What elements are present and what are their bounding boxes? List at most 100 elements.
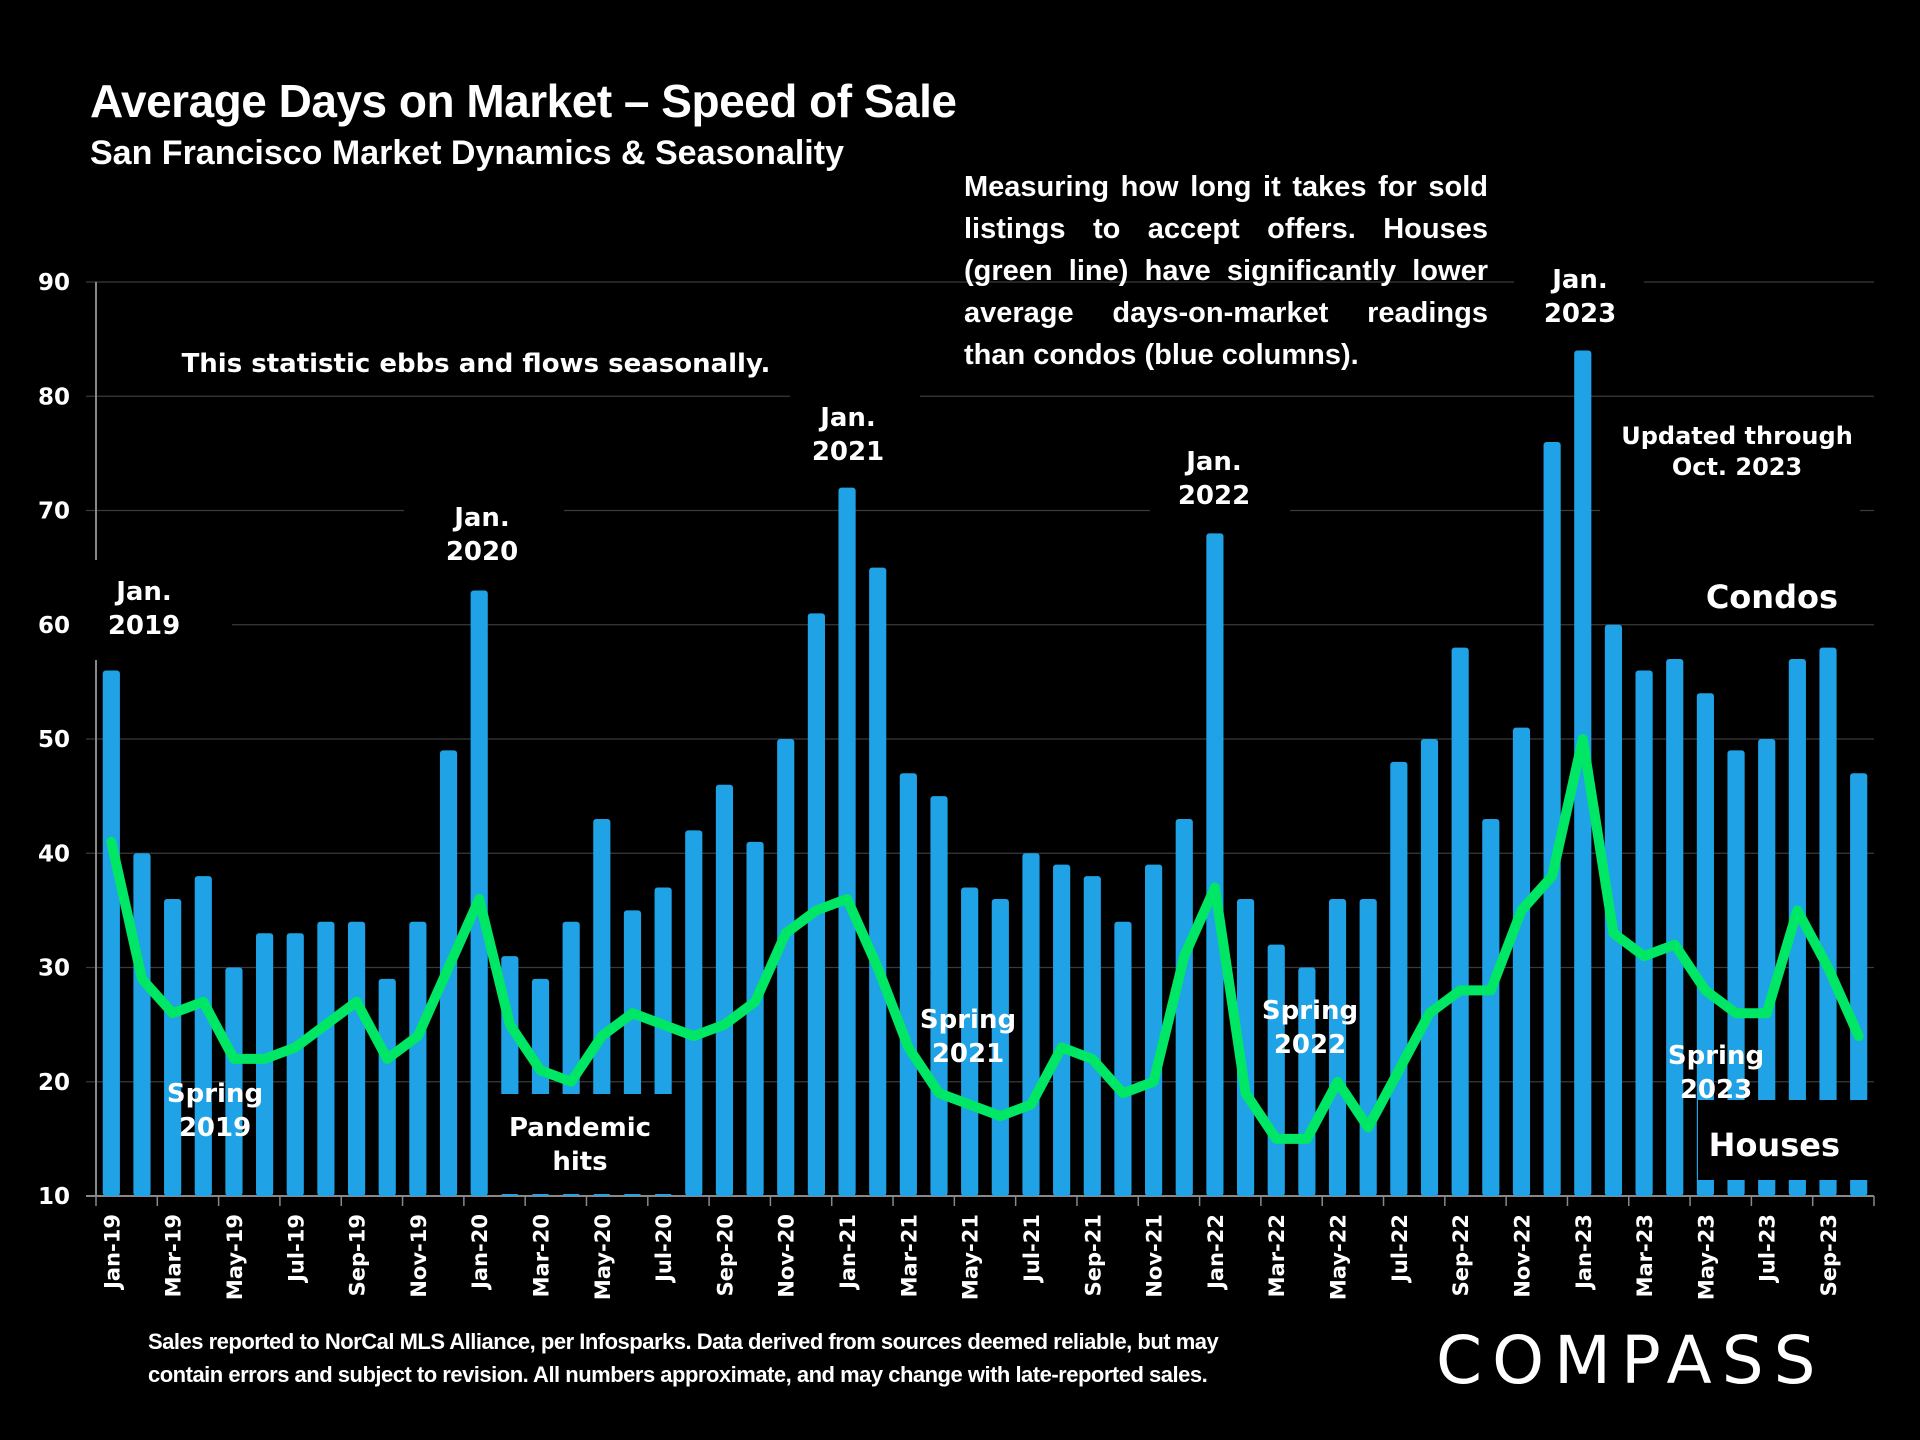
condo-bar bbox=[1236, 898, 1255, 1196]
annotation-background bbox=[1698, 1100, 1873, 1180]
y-tick-label: 30 bbox=[38, 956, 70, 982]
x-tick-label: Mar-21 bbox=[897, 1214, 921, 1297]
condo-bar bbox=[1819, 647, 1837, 1196]
x-tick-label: Sep-20 bbox=[713, 1214, 737, 1296]
annotation-label: Spring bbox=[920, 1005, 1016, 1035]
condo-bar bbox=[1482, 818, 1500, 1196]
condo-bar bbox=[1359, 898, 1377, 1196]
x-tick-label: Jul-20 bbox=[652, 1214, 676, 1284]
x-tick-label: May-23 bbox=[1694, 1214, 1718, 1300]
y-tick-label: 10 bbox=[38, 1184, 70, 1210]
annotation-label: Jan. bbox=[114, 577, 172, 607]
annotation-label: 2022 bbox=[1178, 481, 1250, 511]
x-tick-label: Nov-21 bbox=[1143, 1214, 1167, 1298]
x-tick-label: Jan-23 bbox=[1572, 1214, 1596, 1291]
condo-bar bbox=[1053, 864, 1071, 1196]
condo-bar bbox=[194, 876, 212, 1196]
condo-bar bbox=[1635, 670, 1653, 1196]
annotation-label: 2022 bbox=[1274, 1030, 1346, 1060]
x-tick-label: Mar-23 bbox=[1633, 1214, 1657, 1297]
annotation-background bbox=[190, 330, 780, 395]
x-tick-label: May-20 bbox=[591, 1214, 615, 1300]
condo-bar bbox=[1022, 853, 1040, 1196]
annotation-label: This statistic ebbs and flows seasonally… bbox=[182, 349, 771, 379]
y-tick-label: 60 bbox=[38, 613, 70, 639]
annotation-label: Spring bbox=[167, 1079, 263, 1109]
y-tick-label: 70 bbox=[38, 499, 70, 525]
annotation-label: Pandemic bbox=[509, 1113, 651, 1143]
x-tick-label: Jan-20 bbox=[468, 1214, 492, 1291]
condo-bar bbox=[409, 921, 427, 1196]
annotation-label: Jan. bbox=[452, 503, 510, 533]
x-tick-label: Jan-21 bbox=[836, 1214, 860, 1291]
annotation-label: 2021 bbox=[932, 1039, 1004, 1069]
x-tick-label: Sep-23 bbox=[1817, 1214, 1841, 1296]
annotation-label: Oct. 2023 bbox=[1672, 453, 1802, 481]
condo-bar bbox=[256, 933, 274, 1196]
condo-bar bbox=[777, 739, 795, 1196]
condo-bar bbox=[347, 921, 366, 1196]
annotation-label: Spring bbox=[1262, 996, 1358, 1026]
footer-line-1: Sales reported to NorCal MLS Alliance, p… bbox=[148, 1329, 1219, 1354]
annotation-label: 2019 bbox=[179, 1113, 251, 1143]
annotation-label: 2020 bbox=[446, 537, 518, 567]
y-tick-label: 20 bbox=[38, 1070, 70, 1096]
annotation-label: Spring bbox=[1668, 1041, 1764, 1071]
axes bbox=[95, 282, 1875, 1206]
annotation-background bbox=[404, 500, 564, 590]
annotation-label: 2023 bbox=[1544, 299, 1616, 329]
annotation-background bbox=[490, 1094, 680, 1194]
condo-bar bbox=[378, 978, 396, 1196]
compass-logo: COMPASS bbox=[1436, 1322, 1826, 1399]
x-tick-label: Nov-19 bbox=[407, 1214, 431, 1298]
x-tick-label: Jul-21 bbox=[1020, 1214, 1044, 1284]
houses-line bbox=[106, 734, 1864, 1144]
y-tick-labels: 10 20 30 40 50 60 70 80 90 bbox=[38, 270, 70, 1210]
condo-bar bbox=[1420, 739, 1439, 1196]
condo-bar bbox=[1083, 876, 1101, 1196]
condo-bar bbox=[869, 567, 887, 1196]
annotation-label: 2023 bbox=[1680, 1075, 1752, 1105]
condo-bar bbox=[1451, 647, 1469, 1196]
chart-subtitle: San Francisco Market Dynamics & Seasonal… bbox=[90, 134, 844, 172]
x-tick-label: Sep-21 bbox=[1081, 1214, 1105, 1296]
annotations: This statistic ebbs and flows seasonally… bbox=[108, 265, 1853, 1177]
x-tick-label: Jan-19 bbox=[100, 1214, 124, 1291]
annotation-background bbox=[82, 560, 232, 660]
chart-title: Average Days on Market – Speed of Sale bbox=[90, 75, 957, 127]
condo-bar bbox=[1114, 921, 1132, 1196]
x-tick-label: Jul-23 bbox=[1756, 1214, 1780, 1284]
condo-bar bbox=[1175, 818, 1193, 1196]
annotation-label: Jan. bbox=[1184, 447, 1242, 477]
annotation-label: Jan. bbox=[818, 403, 876, 433]
description-text: Measuring how long it takes for sold lis… bbox=[964, 171, 1488, 371]
condo-bar bbox=[1206, 533, 1224, 1196]
x-tick-label: May-19 bbox=[223, 1214, 247, 1300]
condo-bar bbox=[1727, 750, 1745, 1196]
annotation-background bbox=[790, 370, 920, 480]
condo-bar bbox=[1574, 350, 1592, 1196]
annotation-backgrounds bbox=[82, 255, 1873, 1194]
footer-disclaimer: Sales reported to NorCal MLS Alliance, p… bbox=[148, 1325, 1219, 1391]
condo-bar bbox=[317, 921, 335, 1196]
condo-bar bbox=[1850, 773, 1868, 1196]
annotation-label: hits bbox=[552, 1147, 607, 1177]
condo-bar bbox=[1267, 944, 1285, 1196]
condo-bar bbox=[899, 773, 917, 1196]
condo-bar bbox=[470, 590, 488, 1196]
y-tick-label: 80 bbox=[38, 384, 70, 410]
annotation-background bbox=[1150, 425, 1290, 530]
condo-bar bbox=[991, 898, 1009, 1196]
condo-bar bbox=[1390, 761, 1408, 1196]
condo-bar bbox=[1328, 898, 1347, 1196]
condo-bar bbox=[961, 887, 979, 1196]
condo-bar bbox=[1696, 693, 1714, 1196]
condo-bar bbox=[1145, 864, 1163, 1196]
x-tick-label: Sep-22 bbox=[1449, 1214, 1473, 1296]
x-tick-label: May-22 bbox=[1327, 1214, 1351, 1300]
y-tick-label: 40 bbox=[38, 841, 70, 867]
x-tick-label: Mar-22 bbox=[1265, 1214, 1289, 1297]
condo-bar bbox=[838, 487, 856, 1196]
annotation-background bbox=[1514, 255, 1644, 340]
